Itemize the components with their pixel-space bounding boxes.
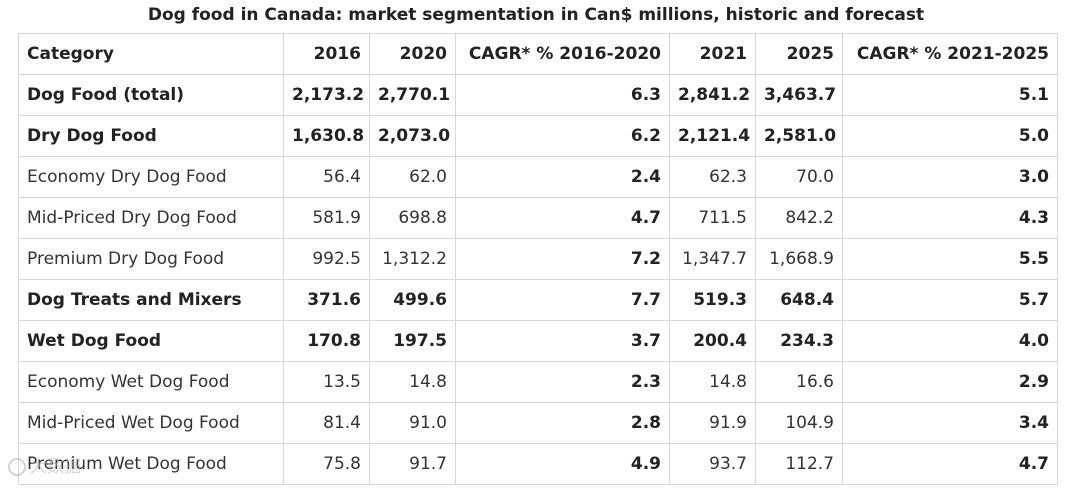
column-header-2020: 2020 bbox=[369, 33, 456, 75]
table-row: Premium Wet Dog Food 75.8 91.7 4.9 93.7 112.7… bbox=[18, 443, 1058, 485]
cell-category: Dog Treats and Mixers bbox=[18, 279, 284, 321]
table-row: Mid-Priced Dry Dog Food 581.9 698.8 4.7 711.… bbox=[18, 197, 1058, 239]
table-row: Premium Dry Dog Food 992.5 1,312.2 7.2 1,347… bbox=[18, 238, 1058, 280]
cell-value-2020: 197.5 bbox=[369, 320, 456, 362]
cell-cagr-2021-2025: 3.4 bbox=[842, 402, 1058, 444]
cell-cagr-2016-2020: 7.2 bbox=[455, 238, 670, 280]
cell-cagr-2016-2020: 2.3 bbox=[455, 361, 670, 403]
cell-value-2025: 3,463.7 bbox=[755, 74, 843, 116]
cell-value-2021: 14.8 bbox=[669, 361, 756, 403]
cell-cagr-2021-2025: 5.7 bbox=[842, 279, 1058, 321]
cell-cagr-2016-2020: 3.7 bbox=[455, 320, 670, 362]
cell-value-2020: 2,073.0 bbox=[369, 115, 456, 157]
cell-value-2025: 104.9 bbox=[755, 402, 843, 444]
table-row: Dog Treats and Mixers 371.6 499.6 7.7 519.3 6… bbox=[18, 279, 1058, 321]
cell-value-2025: 1,668.9 bbox=[755, 238, 843, 280]
column-header-2025: 2025 bbox=[755, 33, 843, 75]
cell-cagr-2016-2020: 6.2 bbox=[455, 115, 670, 157]
cell-value-2016: 81.4 bbox=[283, 402, 370, 444]
cell-value-2020: 1,312.2 bbox=[369, 238, 456, 280]
cell-cagr-2021-2025: 4.0 bbox=[842, 320, 1058, 362]
cell-value-2016: 170.8 bbox=[283, 320, 370, 362]
cell-value-2025: 842.2 bbox=[755, 197, 843, 239]
cell-cagr-2021-2025: 4.7 bbox=[842, 443, 1058, 485]
cell-value-2016: 581.9 bbox=[283, 197, 370, 239]
cell-value-2020: 91.7 bbox=[369, 443, 456, 485]
cell-value-2016: 2,173.2 bbox=[283, 74, 370, 116]
cell-cagr-2021-2025: 5.1 bbox=[842, 74, 1058, 116]
cell-value-2025: 16.6 bbox=[755, 361, 843, 403]
cell-value-2025: 70.0 bbox=[755, 156, 843, 198]
table-row: Dry Dog Food 1,630.8 2,073.0 6.2 2,121.4 2,58… bbox=[18, 115, 1058, 157]
cell-value-2016: 56.4 bbox=[283, 156, 370, 198]
cell-value-2021: 93.7 bbox=[669, 443, 756, 485]
table-body: Dog Food (total) 2,173.2 2,770.1 6.3 2,841.2… bbox=[18, 74, 1058, 485]
column-header-category: Category bbox=[18, 33, 284, 75]
cell-cagr-2021-2025: 2.9 bbox=[842, 361, 1058, 403]
cell-category: Economy Dry Dog Food bbox=[18, 156, 284, 198]
cell-value-2021: 62.3 bbox=[669, 156, 756, 198]
cell-cagr-2016-2020: 4.9 bbox=[455, 443, 670, 485]
cell-cagr-2016-2020: 2.4 bbox=[455, 156, 670, 198]
cell-value-2016: 13.5 bbox=[283, 361, 370, 403]
cell-cagr-2016-2020: 4.7 bbox=[455, 197, 670, 239]
table-row: Mid-Priced Wet Dog Food 81.4 91.0 2.8 91.9 10… bbox=[18, 402, 1058, 444]
cell-value-2020: 91.0 bbox=[369, 402, 456, 444]
table-row: Dog Food (total) 2,173.2 2,770.1 6.3 2,841.2… bbox=[18, 74, 1058, 116]
cell-value-2021: 1,347.7 bbox=[669, 238, 756, 280]
table-row: Wet Dog Food 170.8 197.5 3.7 200.4 234.3 4.0 bbox=[18, 320, 1058, 362]
cell-category: Dog Food (total) bbox=[18, 74, 284, 116]
cell-category: Dry Dog Food bbox=[18, 115, 284, 157]
cell-cagr-2016-2020: 6.3 bbox=[455, 74, 670, 116]
cell-cagr-2021-2025: 4.3 bbox=[842, 197, 1058, 239]
cell-category: Mid-Priced Wet Dog Food bbox=[18, 402, 284, 444]
cell-value-2016: 371.6 bbox=[283, 279, 370, 321]
cell-cagr-2016-2020: 2.8 bbox=[455, 402, 670, 444]
table-row: Economy Wet Dog Food 13.5 14.8 2.3 14.8 16.6 2… bbox=[18, 361, 1058, 403]
cell-value-2025: 112.7 bbox=[755, 443, 843, 485]
cell-value-2016: 75.8 bbox=[283, 443, 370, 485]
cell-cagr-2021-2025: 5.0 bbox=[842, 115, 1058, 157]
market-segmentation-table: Category 2016 2020 CAGR* % 2016-2020 202… bbox=[18, 33, 1058, 485]
column-header-2021: 2021 bbox=[669, 33, 756, 75]
table-title: Dog food in Canada: market segmentation … bbox=[147, 5, 925, 25]
cell-value-2020: 698.8 bbox=[369, 197, 456, 239]
cell-cagr-2021-2025: 3.0 bbox=[842, 156, 1058, 198]
cell-value-2021: 519.3 bbox=[669, 279, 756, 321]
cell-category: Mid-Priced Dry Dog Food bbox=[18, 197, 284, 239]
watermark: 大数据 bbox=[8, 452, 81, 477]
header-row: Category 2016 2020 CAGR* % 2016-2020 202… bbox=[18, 33, 1058, 75]
cell-value-2020: 62.0 bbox=[369, 156, 456, 198]
cell-category: Premium Wet Dog Food bbox=[18, 443, 284, 485]
cell-value-2021: 91.9 bbox=[669, 402, 756, 444]
cell-value-2025: 648.4 bbox=[755, 279, 843, 321]
cell-value-2016: 1,630.8 bbox=[283, 115, 370, 157]
cell-value-2020: 2,770.1 bbox=[369, 74, 456, 116]
cell-value-2021: 2,841.2 bbox=[669, 74, 756, 116]
cell-value-2016: 992.5 bbox=[283, 238, 370, 280]
column-header-cagr-2016-2020: CAGR* % 2016-2020 bbox=[455, 33, 670, 75]
cell-value-2020: 499.6 bbox=[369, 279, 456, 321]
watermark-text: 大数据 bbox=[30, 457, 81, 477]
column-header-cagr-2021-2025: CAGR* % 2021-2025 bbox=[842, 33, 1058, 75]
cell-category: Wet Dog Food bbox=[18, 320, 284, 362]
cell-value-2025: 2,581.0 bbox=[755, 115, 843, 157]
cell-value-2021: 2,121.4 bbox=[669, 115, 756, 157]
cell-category: Premium Dry Dog Food bbox=[18, 238, 284, 280]
cell-cagr-2016-2020: 7.7 bbox=[455, 279, 670, 321]
table-row: Economy Dry Dog Food 56.4 62.0 2.4 62.3 70.0 3… bbox=[18, 156, 1058, 198]
column-header-2016: 2016 bbox=[283, 33, 370, 75]
cell-cagr-2021-2025: 5.5 bbox=[842, 238, 1058, 280]
cell-value-2020: 14.8 bbox=[369, 361, 456, 403]
cell-value-2025: 234.3 bbox=[755, 320, 843, 362]
cell-value-2021: 711.5 bbox=[669, 197, 756, 239]
cell-category: Economy Wet Dog Food bbox=[18, 361, 284, 403]
watermark-logo-icon bbox=[8, 458, 26, 476]
cell-value-2021: 200.4 bbox=[669, 320, 756, 362]
